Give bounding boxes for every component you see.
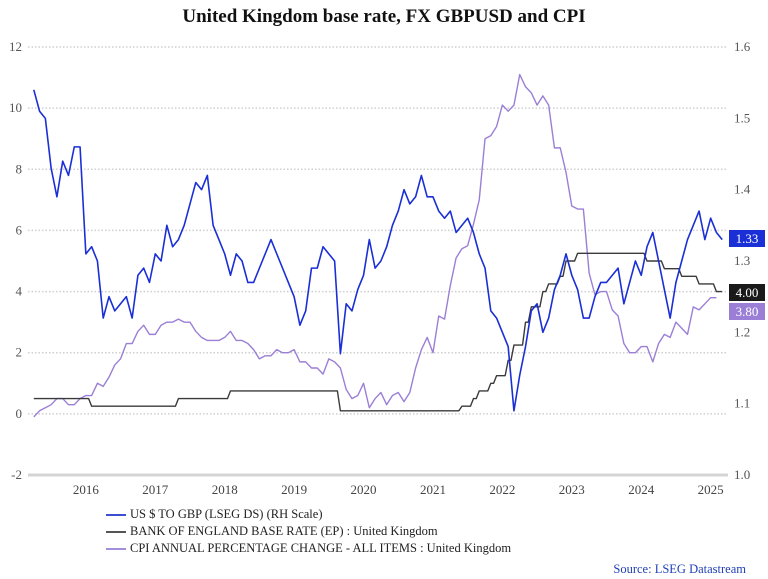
- x-tick-label: 2021: [420, 482, 446, 497]
- last-value-label: 1.33: [736, 231, 759, 246]
- legend-item-cpi: CPI ANNUAL PERCENTAGE CHANGE - ALL ITEMS…: [106, 540, 511, 557]
- right-tick-label: 1.3: [734, 253, 750, 268]
- left-tick-label: 8: [16, 161, 23, 176]
- right-tick-label: 1.2: [734, 324, 750, 339]
- right-tick-label: 1.0: [734, 467, 750, 482]
- legend-label: US $ TO GBP (LSEG DS) (RH Scale): [130, 507, 323, 521]
- series-line: [33, 89, 723, 412]
- right-tick-label: 1.4: [734, 182, 751, 197]
- last-value-badge: [729, 303, 765, 320]
- legend: US $ TO GBP (LSEG DS) (RH Scale) BANK OF…: [106, 506, 511, 557]
- x-tick-label: 2016: [73, 482, 100, 497]
- x-tick-label: 2022: [489, 482, 515, 497]
- legend-item-gbpusd: US $ TO GBP (LSEG DS) (RH Scale): [106, 506, 511, 523]
- legend-label: BANK OF ENGLAND BASE RATE (EP) : United …: [130, 524, 438, 538]
- left-tick-label: 10: [9, 100, 22, 115]
- chart-title: United Kingdom base rate, FX GBPUSD and …: [182, 6, 586, 27]
- last-value-label: 3.80: [736, 304, 759, 319]
- x-tick-label: 2023: [559, 482, 585, 497]
- legend-item-base-rate: BANK OF ENGLAND BASE RATE (EP) : United …: [106, 523, 511, 540]
- right-tick-label: 1.5: [734, 110, 750, 125]
- legend-swatch: [106, 547, 126, 550]
- series-line: [33, 252, 723, 412]
- left-tick-label: -2: [11, 467, 22, 482]
- left-tick-label: 0: [16, 406, 23, 421]
- x-tick-label: 2019: [281, 482, 307, 497]
- source-note: Source: LSEG Datastream: [613, 562, 746, 576]
- series-line: [33, 73, 717, 418]
- left-tick-label: 4: [16, 284, 23, 299]
- left-tick-label: 2: [16, 345, 23, 360]
- last-value-badge: [729, 284, 765, 301]
- right-tick-label: 1.1: [734, 396, 750, 411]
- x-tick-label: 2018: [212, 482, 238, 497]
- last-value-badge: [729, 230, 765, 247]
- right-tick-label: 1.6: [734, 39, 751, 54]
- x-tick-label: 2017: [142, 482, 169, 497]
- left-tick-label: 6: [16, 222, 23, 237]
- legend-swatch: [106, 530, 126, 533]
- x-tick-label: 2020: [351, 482, 377, 497]
- legend-swatch: [106, 513, 126, 516]
- last-value-label: 4.00: [736, 285, 759, 300]
- x-tick-label: 2024: [628, 482, 655, 497]
- left-tick-label: 12: [9, 39, 22, 54]
- legend-label: CPI ANNUAL PERCENTAGE CHANGE - ALL ITEMS…: [130, 541, 512, 555]
- x-tick-label: 2025: [698, 482, 724, 497]
